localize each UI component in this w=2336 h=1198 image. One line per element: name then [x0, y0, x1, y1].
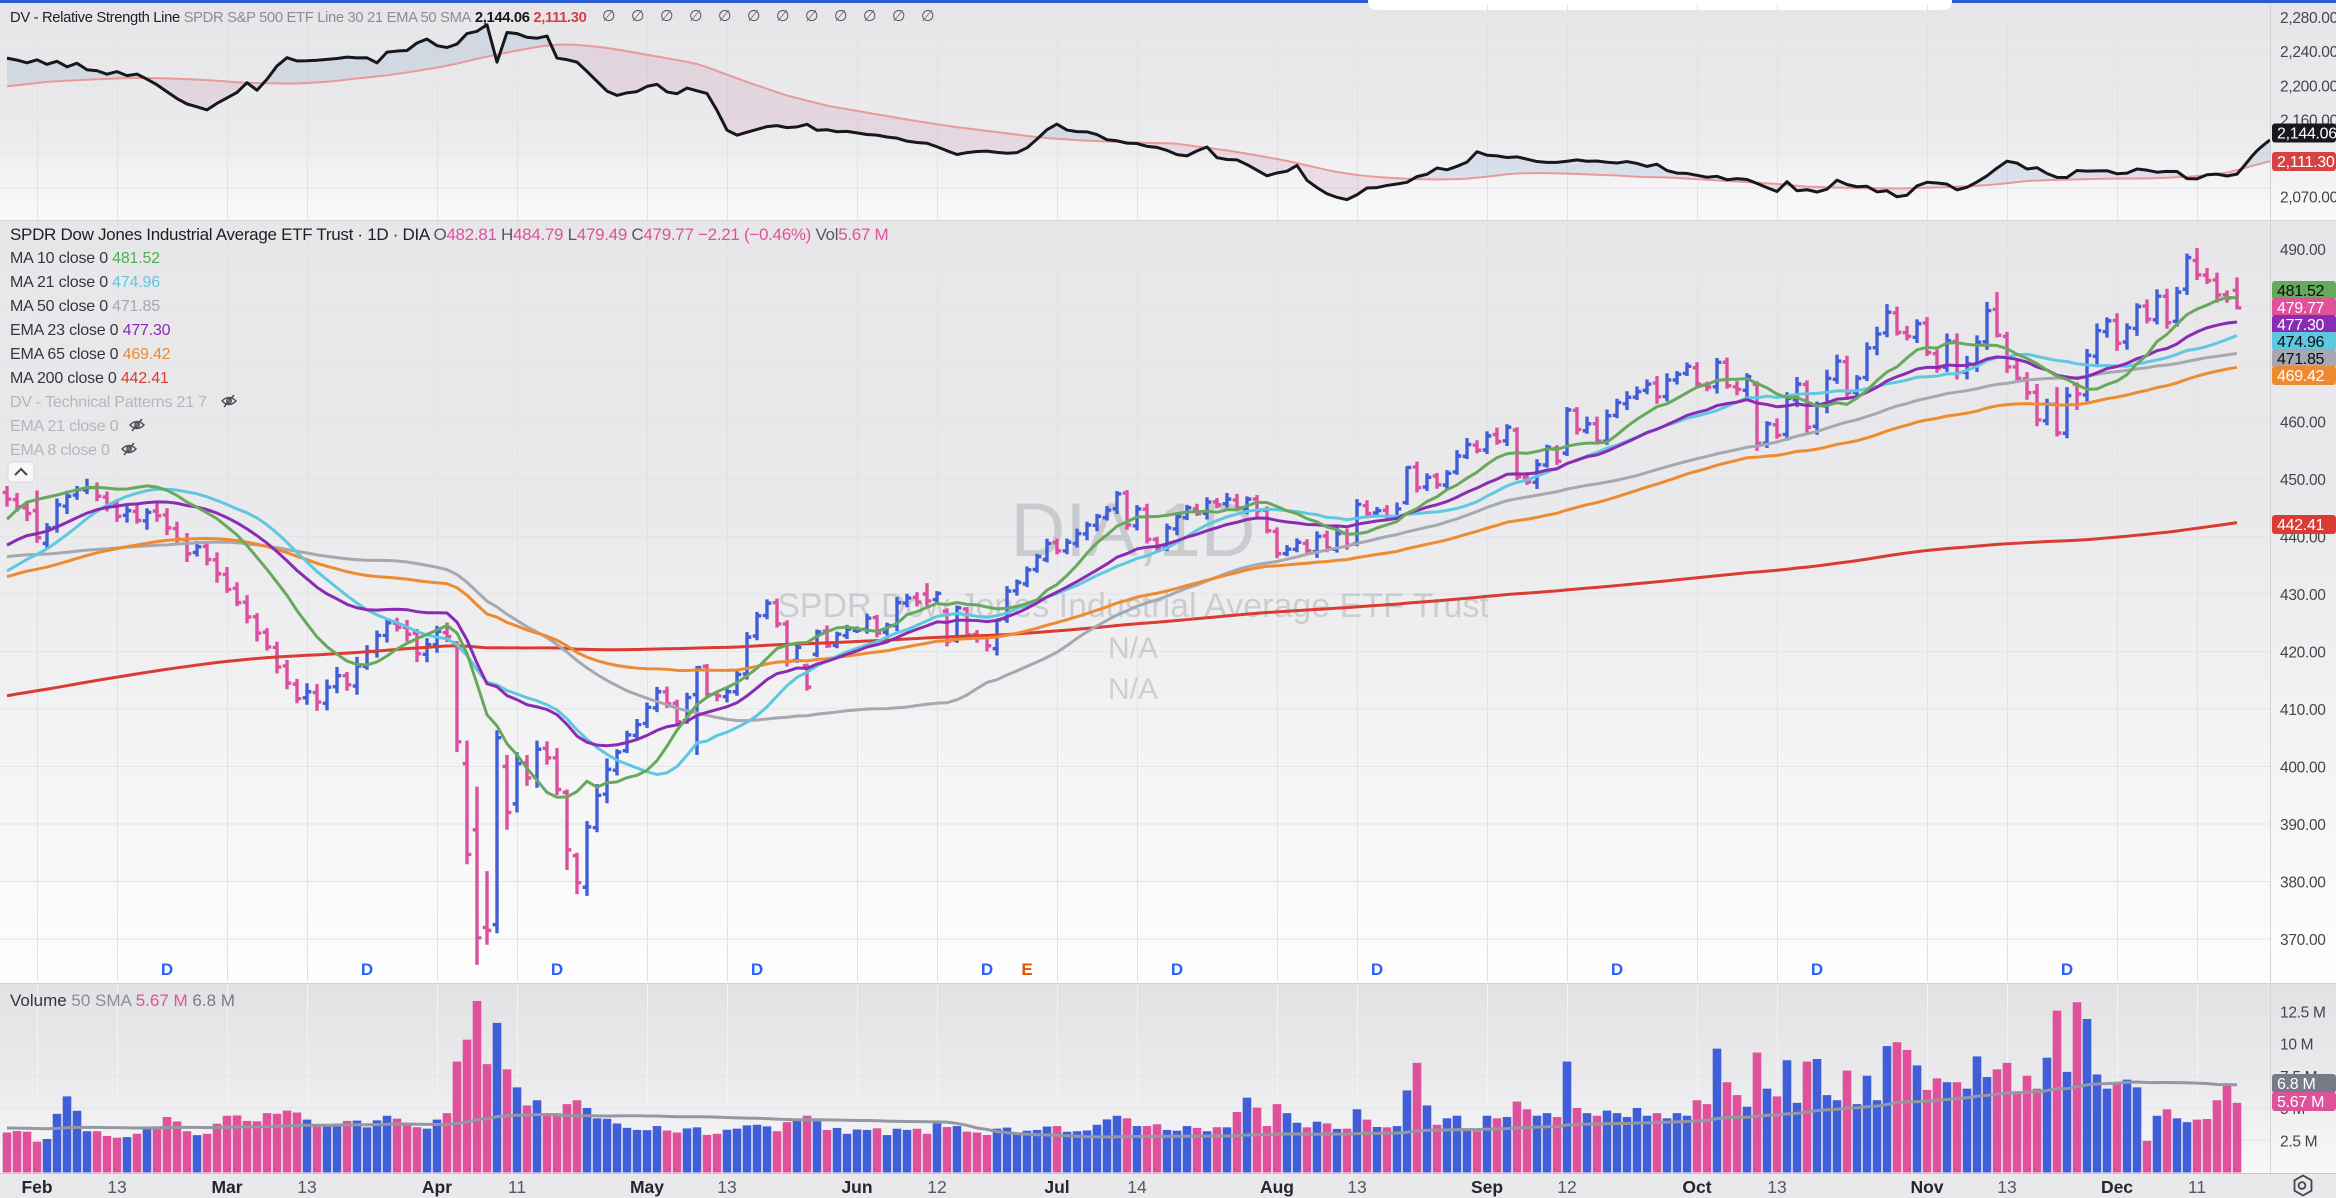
svg-text:MA 21 close 0 474.96: MA 21 close 0 474.96: [10, 274, 160, 291]
svg-text:Nov: Nov: [1910, 1177, 1943, 1197]
svg-text:SPDR Dow Jones Industrial Aver: SPDR Dow Jones Industrial Average ETF Tr…: [10, 225, 888, 244]
svg-text:∅: ∅: [660, 8, 674, 25]
svg-text:5.67 M: 5.67 M: [2277, 1094, 2324, 1111]
svg-text:MA 50 close 0 471.85: MA 50 close 0 471.85: [10, 298, 160, 315]
svg-text:May: May: [630, 1177, 664, 1197]
svg-text:11: 11: [508, 1177, 526, 1197]
svg-text:∅: ∅: [747, 8, 761, 25]
svg-text:2,280.00: 2,280.00: [2280, 10, 2336, 27]
svg-text:EMA 8 close 0: EMA 8 close 0: [10, 442, 110, 459]
svg-text:D: D: [1371, 960, 1383, 979]
svg-text:Mar: Mar: [211, 1177, 242, 1197]
svg-text:EMA 23 close 0 477.30: EMA 23 close 0 477.30: [10, 322, 171, 339]
svg-text:D: D: [1171, 960, 1183, 979]
svg-text:13: 13: [297, 1177, 316, 1197]
svg-text:442.41: 442.41: [2277, 517, 2325, 534]
svg-text:477.30: 477.30: [2277, 317, 2325, 334]
svg-text:∅: ∅: [776, 8, 790, 25]
svg-text:10 M: 10 M: [2280, 1037, 2313, 1054]
svg-text:2,111.30: 2,111.30: [2277, 154, 2335, 171]
svg-text:474.96: 474.96: [2277, 334, 2325, 351]
svg-text:Jul: Jul: [1044, 1177, 1069, 1197]
svg-text:2,200.00: 2,200.00: [2280, 78, 2336, 95]
svg-text:2,070.00: 2,070.00: [2280, 190, 2336, 207]
svg-text:Apr: Apr: [422, 1177, 452, 1197]
svg-text:2,144.06: 2,144.06: [2277, 126, 2336, 143]
svg-text:479.77: 479.77: [2277, 300, 2325, 317]
svg-text:390.00: 390.00: [2280, 817, 2326, 834]
svg-text:450.00: 450.00: [2280, 472, 2326, 489]
svg-text:13: 13: [1997, 1177, 2016, 1197]
svg-text:MA 200 close 0 442.41: MA 200 close 0 442.41: [10, 370, 169, 387]
svg-text:13: 13: [1347, 1177, 1366, 1197]
svg-text:D: D: [2061, 960, 2073, 979]
svg-text:DV - Technical Patterns 21 7: DV - Technical Patterns 21 7: [10, 394, 207, 411]
svg-text:400.00: 400.00: [2280, 760, 2326, 777]
svg-text:471.85: 471.85: [2277, 351, 2325, 368]
svg-text:D: D: [981, 960, 993, 979]
svg-text:Jun: Jun: [841, 1177, 872, 1197]
svg-text:∅: ∅: [834, 8, 848, 25]
svg-text:Volume 50 SMA 5.67 M 6.8 M: Volume 50 SMA 5.67 M 6.8 M: [10, 991, 235, 1010]
svg-text:13: 13: [107, 1177, 126, 1197]
svg-text:420.00: 420.00: [2280, 645, 2326, 662]
svg-text:MA 10 close 0 481.52: MA 10 close 0 481.52: [10, 250, 160, 267]
svg-text:∅: ∅: [892, 8, 906, 25]
svg-text:∅: ∅: [805, 8, 819, 25]
svg-text:∅: ∅: [602, 8, 616, 25]
svg-text:D: D: [551, 960, 563, 979]
svg-text:13: 13: [717, 1177, 736, 1197]
svg-text:380.00: 380.00: [2280, 875, 2326, 892]
svg-text:13: 13: [1767, 1177, 1786, 1197]
svg-text:∅: ∅: [718, 8, 732, 25]
svg-text:Feb: Feb: [21, 1177, 52, 1197]
svg-text:EMA 21 close 0: EMA 21 close 0: [10, 418, 119, 435]
svg-text:EMA 65 close 0 469.42: EMA 65 close 0 469.42: [10, 346, 171, 363]
svg-text:∅: ∅: [689, 8, 703, 25]
svg-text:490.00: 490.00: [2280, 242, 2326, 259]
svg-text:12.5 M: 12.5 M: [2280, 1004, 2326, 1021]
svg-text:14: 14: [1127, 1177, 1147, 1197]
svg-text:∅: ∅: [631, 8, 645, 25]
svg-text:410.00: 410.00: [2280, 702, 2326, 719]
svg-text:D: D: [1611, 960, 1623, 979]
svg-text:D: D: [161, 960, 173, 979]
svg-text:D: D: [1811, 960, 1823, 979]
svg-text:D: D: [751, 960, 763, 979]
svg-text:N/A: N/A: [1108, 673, 1158, 706]
svg-text:2.5 M: 2.5 M: [2280, 1133, 2317, 1150]
svg-text:N/A: N/A: [1108, 632, 1158, 665]
svg-text:2,240.00: 2,240.00: [2280, 44, 2336, 61]
svg-text:481.52: 481.52: [2277, 283, 2325, 300]
svg-text:12: 12: [1557, 1177, 1576, 1197]
svg-text:Oct: Oct: [1682, 1177, 1711, 1197]
svg-text:D: D: [361, 960, 373, 979]
svg-text:469.42: 469.42: [2277, 368, 2325, 385]
svg-text:Aug: Aug: [1260, 1177, 1294, 1197]
svg-text:12: 12: [927, 1177, 946, 1197]
svg-text:6.8 M: 6.8 M: [2277, 1076, 2316, 1093]
svg-text:Dec: Dec: [2101, 1177, 2133, 1197]
svg-text:11: 11: [2188, 1177, 2206, 1197]
svg-text:460.00: 460.00: [2280, 415, 2326, 432]
svg-text:∅: ∅: [921, 8, 935, 25]
svg-text:Sep: Sep: [1471, 1177, 1503, 1197]
svg-text:E: E: [1021, 960, 1032, 979]
svg-text:∅: ∅: [863, 8, 877, 25]
svg-text:DV - Relative Strength Line SP: DV - Relative Strength Line SPDR S&P 500…: [10, 10, 587, 26]
svg-text:370.00: 370.00: [2280, 932, 2326, 949]
svg-text:430.00: 430.00: [2280, 587, 2326, 604]
